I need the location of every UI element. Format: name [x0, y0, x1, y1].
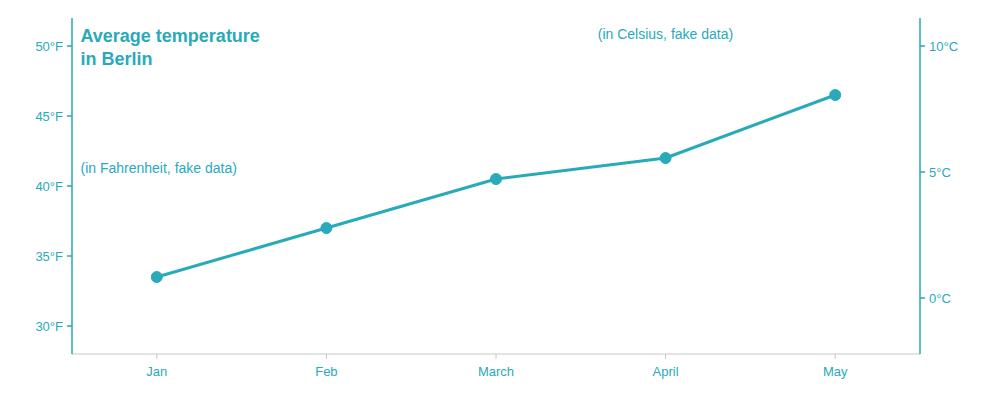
- axes: Jan Feb March April May 30°F 35°F 40°F 45°F 50°F 0…: [35, 18, 958, 379]
- x-tick: [496, 354, 497, 359]
- y-tick-label: 35°F: [35, 249, 63, 264]
- y-tick-label: 50°F: [35, 39, 63, 54]
- x-tick: [326, 354, 327, 359]
- y-tick: [67, 185, 72, 187]
- texts: Average temperaturein Berlin (in Fahrenhe…: [80, 26, 733, 176]
- data-point: [491, 174, 502, 185]
- x-tick: [835, 354, 836, 359]
- series-line: [157, 95, 835, 277]
- y-tick: [67, 115, 72, 117]
- y2-tick: [920, 171, 925, 173]
- data-point: [321, 223, 332, 234]
- y2-axis-line: [919, 18, 921, 354]
- chart-container: Jan Feb March April May 30°F 35°F 40°F 45°F 50°F 0…: [0, 0, 992, 396]
- y2-tick-label: 10°C: [929, 39, 958, 54]
- plot-area: [151, 90, 840, 283]
- x-tick-label: May: [823, 364, 848, 379]
- y2-tick-label: 5°C: [929, 165, 951, 180]
- y-tick: [67, 325, 72, 327]
- title: Average temperaturein Berlin: [80, 26, 259, 69]
- y-tick-label: 30°F: [35, 319, 63, 334]
- data-point: [151, 272, 162, 283]
- x-tick-label: Feb: [315, 364, 337, 379]
- y-tick-label: 40°F: [35, 179, 63, 194]
- x-tick-label: March: [478, 364, 514, 379]
- x-tick-label: Jan: [146, 364, 167, 379]
- x-tick-label: April: [653, 364, 679, 379]
- y-tick-label: 45°F: [35, 109, 63, 124]
- y2-tick: [920, 45, 925, 47]
- data-point: [660, 153, 671, 164]
- y2-label: (in Celsius, fake data): [598, 26, 733, 42]
- chart-svg: Jan Feb March April May 30°F 35°F 40°F 45°F 50°F 0…: [0, 0, 992, 396]
- y-tick: [67, 45, 72, 47]
- subtitle: (in Fahrenheit, fake data): [80, 160, 236, 176]
- y2-tick: [920, 297, 925, 299]
- x-tick: [156, 354, 157, 359]
- y-tick: [67, 255, 72, 257]
- y2-tick-label: 0°C: [929, 291, 951, 306]
- x-tick: [665, 354, 666, 359]
- data-point: [830, 90, 841, 101]
